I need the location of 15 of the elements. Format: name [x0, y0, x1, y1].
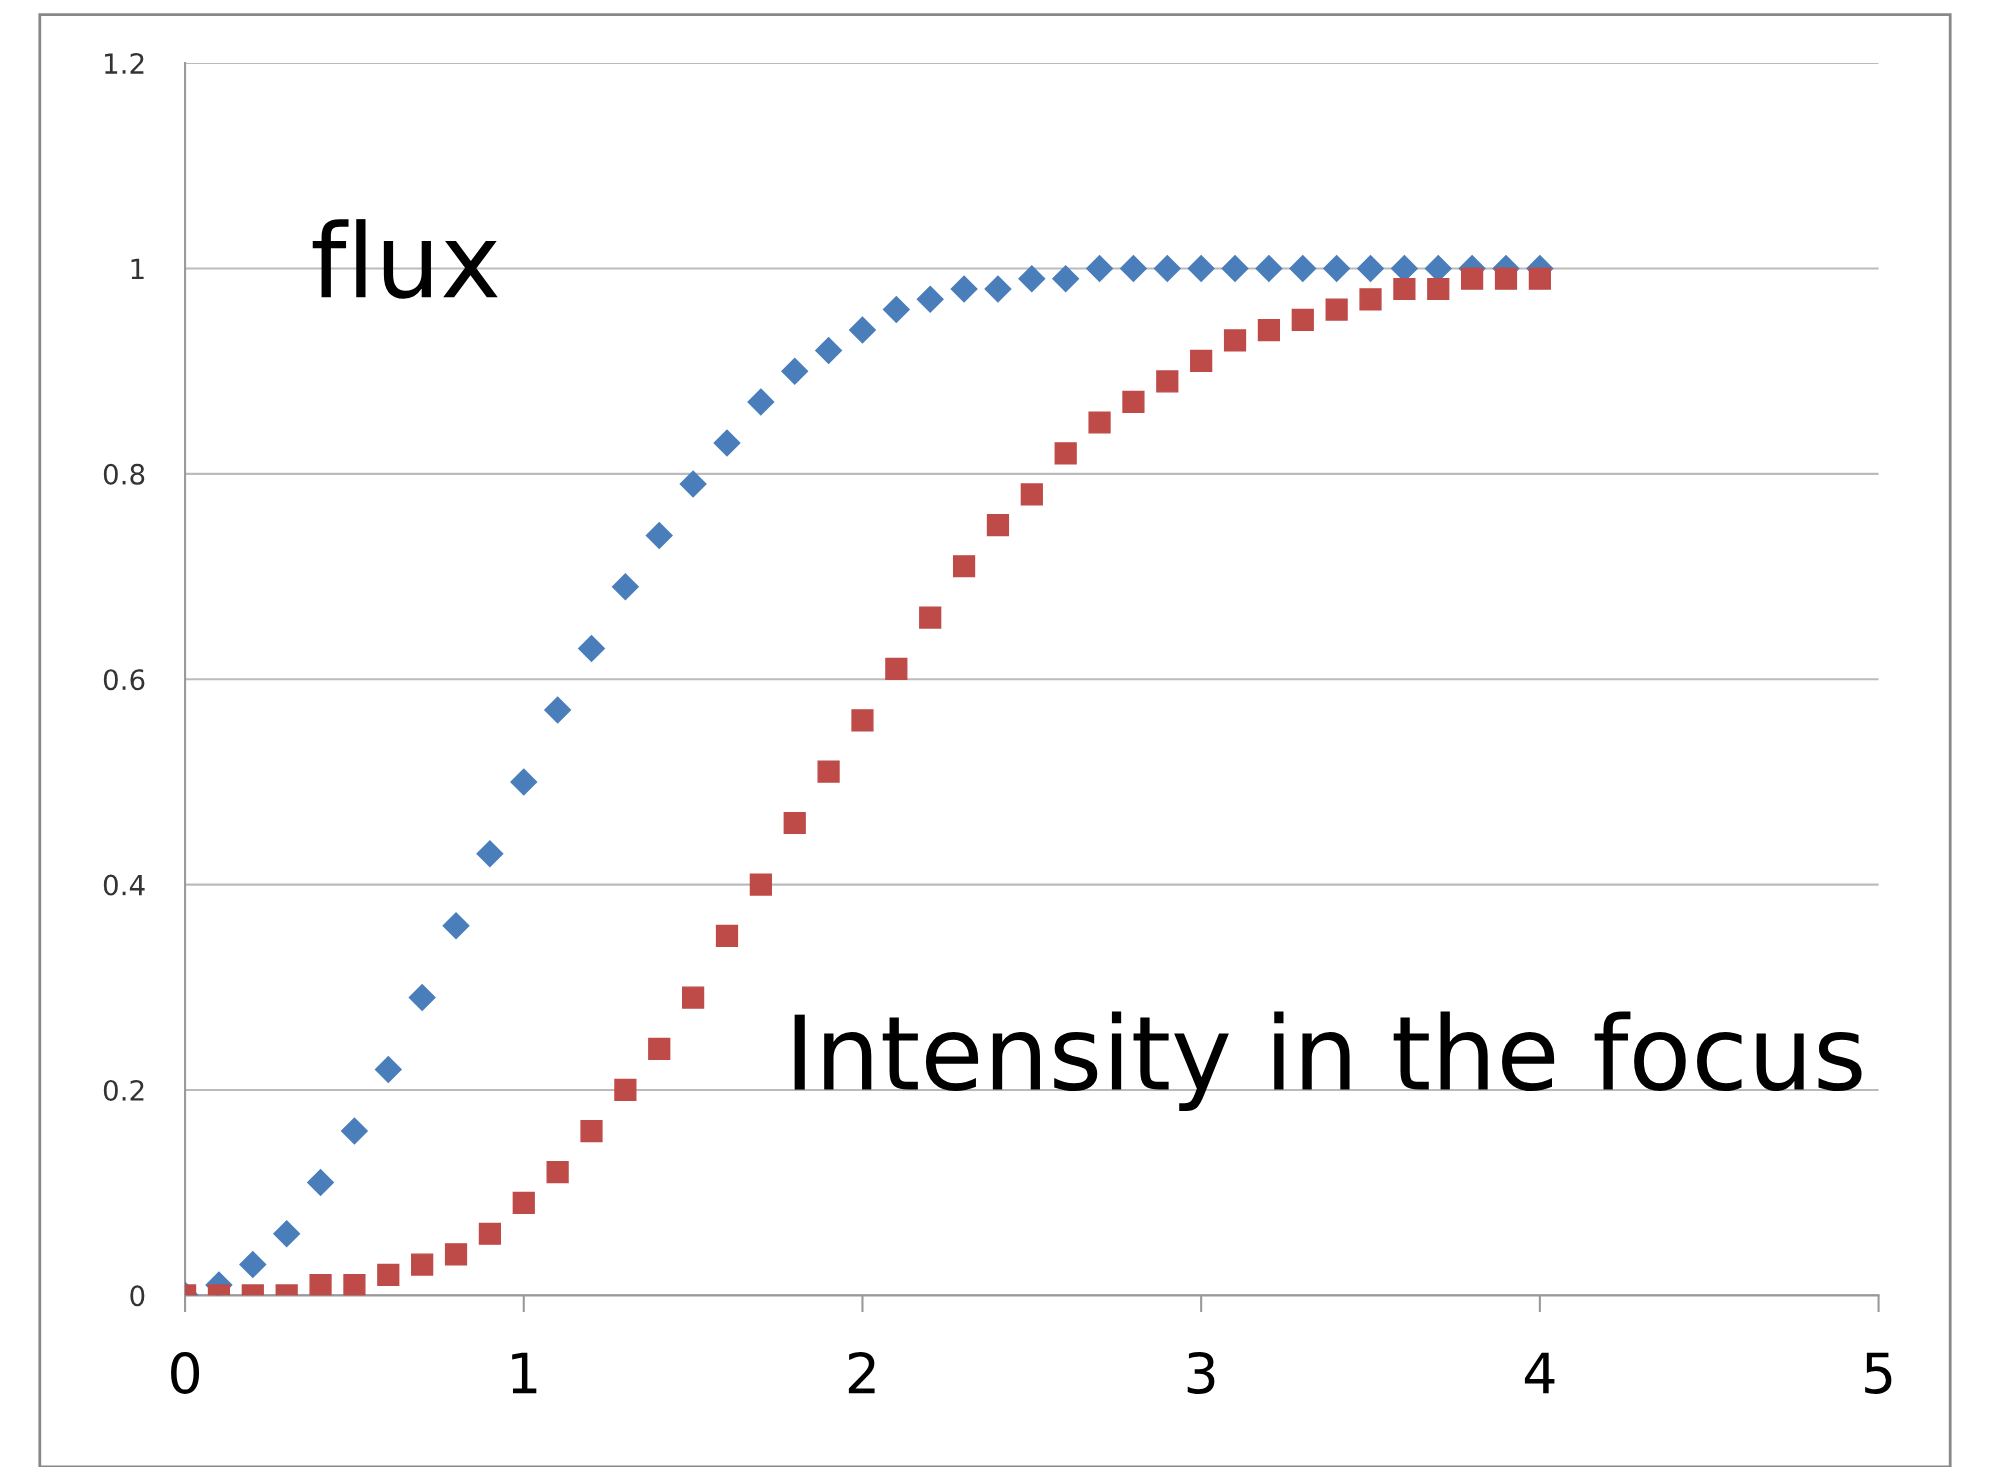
y-tick-label: 0	[130, 1285, 145, 1307]
x-tick-label: 4	[1524, 1352, 1555, 1394]
x-tick-label: 2	[848, 1351, 875, 1394]
text: flux	[312, 219, 498, 299]
x-tick-label: 5	[1865, 1352, 1892, 1394]
y-tick-label: 1	[131, 258, 144, 280]
series-label: Intensity in the focus	[794, 1011, 1862, 1111]
x-tick-label: 3	[1187, 1351, 1215, 1394]
x-tick-label: 1	[512, 1352, 537, 1394]
y-tick-label: 1.2	[105, 53, 144, 74]
y-tick-label: 0.8	[103, 463, 145, 485]
x-tick-label: 0	[171, 1351, 200, 1394]
y-tick-label: 0.2	[103, 1079, 144, 1101]
y-tick-label: 0.4	[103, 874, 145, 896]
y-tick-label: 0.6	[103, 669, 145, 691]
